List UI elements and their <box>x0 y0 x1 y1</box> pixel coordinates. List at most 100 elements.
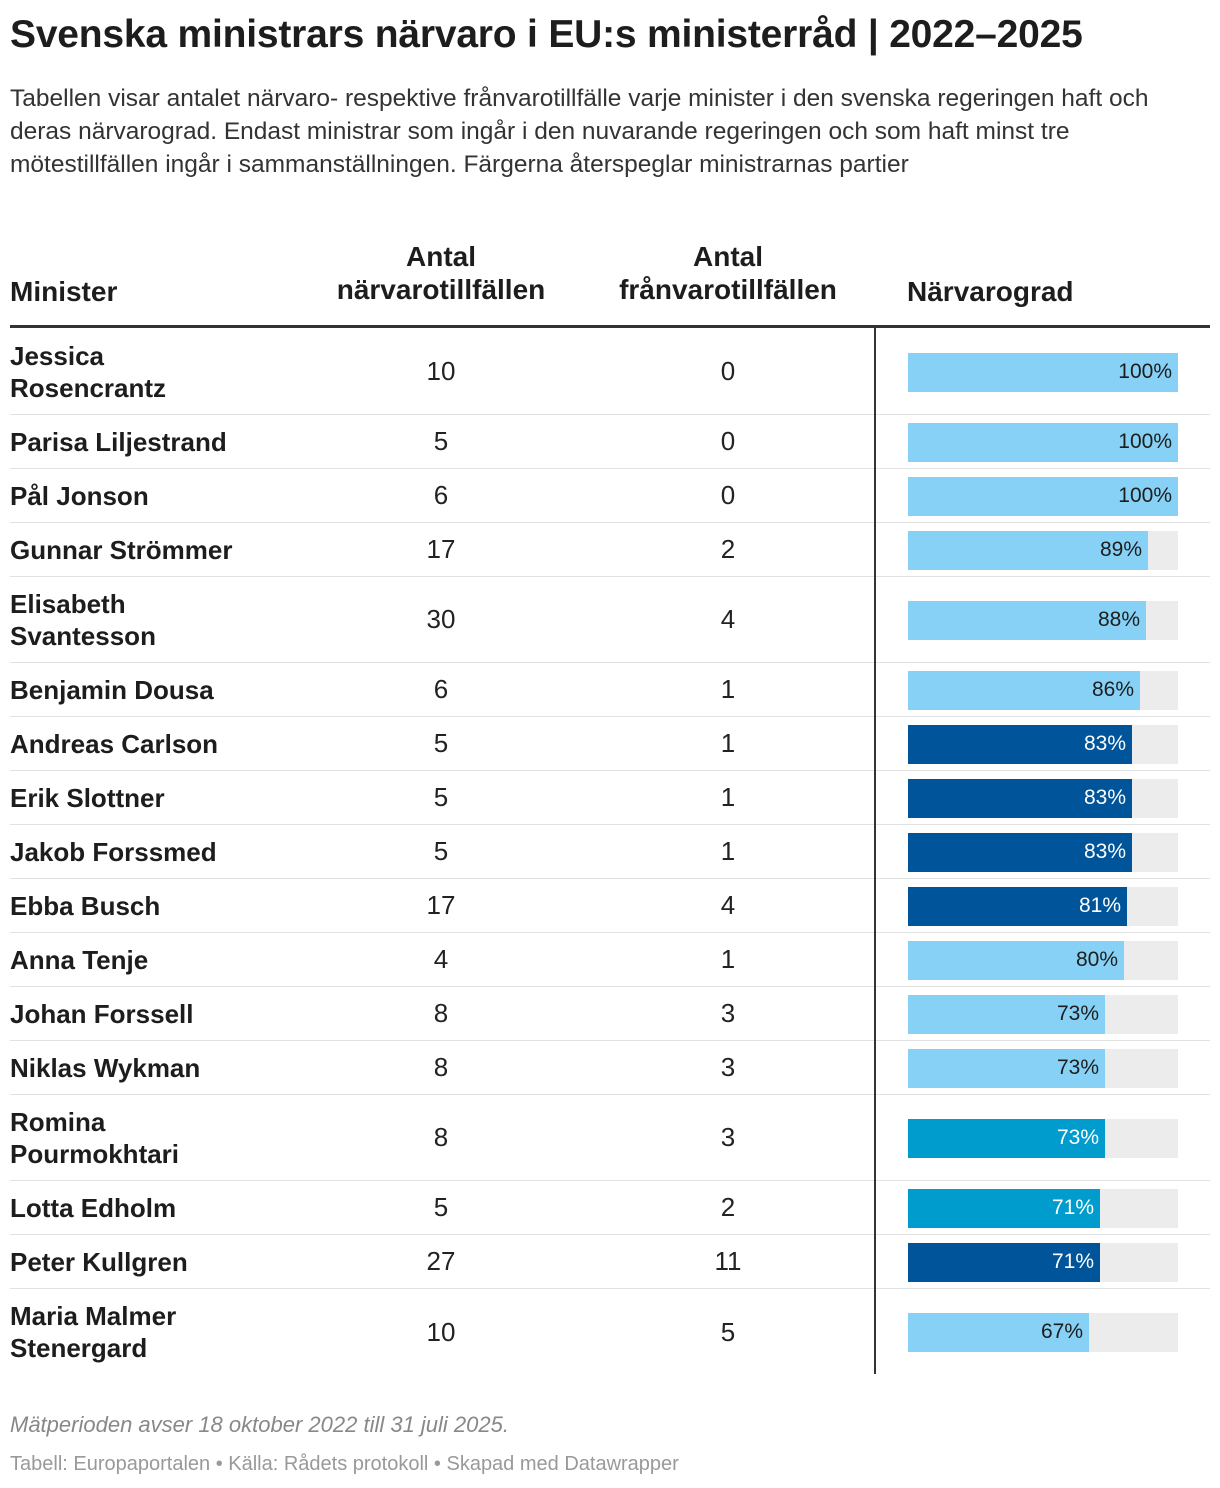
present-count: 5 <box>433 782 449 812</box>
table-row: Benjamin Dousa 6 1 86% <box>10 663 1210 717</box>
rate-label: 67% <box>1040 1320 1083 1343</box>
minister-name-line: Ebba Busch <box>10 890 161 921</box>
minister-name: Johan Forssell <box>10 987 300 1040</box>
absent-count: 1 <box>720 944 736 974</box>
rate-bar: 81% <box>908 886 1127 926</box>
minister-name-line: Pål Jonson <box>10 480 149 511</box>
minister-name-line: Maria Malmer <box>10 1301 177 1331</box>
rate-label: 71% <box>1051 1196 1094 1219</box>
present-count: 17 <box>426 534 456 564</box>
minister-name-line: Jakob Forssmed <box>10 836 217 867</box>
rate-label: 89% <box>1099 538 1142 561</box>
rate-label: 100% <box>1118 360 1172 383</box>
rate-label: 88% <box>1097 608 1140 631</box>
present-count: 6 <box>433 674 449 704</box>
rate-label: 83% <box>1083 840 1126 863</box>
absent-count: 4 <box>720 604 736 634</box>
minister-name: Andreas Carlson <box>10 717 300 770</box>
present-count: 5 <box>433 426 449 456</box>
rate-label: 83% <box>1083 786 1126 809</box>
column-divider <box>874 328 876 1374</box>
rate-label: 73% <box>1056 1056 1099 1079</box>
minister-name-line: Romina <box>10 1106 106 1137</box>
rate-label: 100% <box>1118 484 1172 507</box>
minister-name: Benjamin Dousa <box>10 663 300 716</box>
header-line: Minister <box>10 276 118 307</box>
rate-bar-track: 81% <box>908 886 1178 926</box>
rate-bar: 71% <box>908 1242 1100 1282</box>
header-line: Närvarograd <box>907 276 1074 307</box>
rate-bar-track: 71% <box>908 1188 1178 1228</box>
rate-bar-track: 86% <box>908 670 1178 710</box>
table-row: Ebba Busch 17 4 81% <box>10 879 1210 933</box>
minister-name: Jessica Rosencrantz <box>10 329 300 414</box>
minister-name-line: Niklas Wykman <box>10 1052 201 1083</box>
absent-count: 1 <box>720 674 736 704</box>
rate-bar-track: 83% <box>908 778 1178 818</box>
minister-name: Anna Tenje <box>10 933 300 986</box>
minister-name: Peter Kullgren <box>10 1235 300 1288</box>
absent-count: 3 <box>720 1122 736 1152</box>
rate-bar-track: 100% <box>908 352 1178 392</box>
rate-bar: 80% <box>908 940 1124 980</box>
minister-name: Gunnar Strömmer <box>10 523 300 576</box>
absent-count: 4 <box>720 890 736 920</box>
minister-name-line: Anna Tenje <box>10 944 149 975</box>
chart-title: Svenska ministrars närvaro i EU:s minist… <box>10 13 1083 56</box>
minister-name: Romina Pourmokhtari <box>10 1095 300 1180</box>
minister-name: Pål Jonson <box>10 469 300 522</box>
absent-count: 1 <box>720 728 736 758</box>
header-line: närvarotillfällen <box>336 274 546 305</box>
table-row: Andreas Carlson 5 1 83% <box>10 717 1210 771</box>
minister-name-line: Pourmokhtari <box>10 1138 180 1169</box>
absent-count: 3 <box>720 998 736 1028</box>
absent-count: 11 <box>714 1246 742 1276</box>
present-count: 8 <box>433 998 449 1028</box>
rate-bar-track: 83% <box>908 832 1178 872</box>
rate-label: 80% <box>1075 948 1118 971</box>
present-count: 8 <box>433 1052 449 1082</box>
absent-count: 0 <box>720 480 736 510</box>
minister-name: Erik Slottner <box>10 771 300 824</box>
minister-name-line: Andreas Carlson <box>10 728 219 759</box>
rate-label: 73% <box>1056 1126 1099 1149</box>
absent-count: 2 <box>720 534 736 564</box>
rate-label: 86% <box>1091 678 1134 701</box>
absent-count: 3 <box>720 1052 736 1082</box>
rate-bar-track: 100% <box>908 476 1178 516</box>
minister-name: Lotta Edholm <box>10 1181 300 1234</box>
present-count: 10 <box>426 1316 456 1347</box>
header-divider <box>10 325 1210 328</box>
column-header-rate: Närvarograd <box>907 275 1074 308</box>
rate-bar: 86% <box>908 670 1140 710</box>
minister-name-line: Peter Kullgren <box>10 1246 188 1277</box>
minister-name-line: Benjamin Dousa <box>10 674 214 705</box>
rate-bar: 71% <box>908 1188 1100 1228</box>
present-count: 5 <box>433 728 449 758</box>
rate-bar: 89% <box>908 530 1148 570</box>
rate-bar-track: 80% <box>908 940 1178 980</box>
absent-count: 5 <box>720 1316 736 1347</box>
rate-label: 83% <box>1083 732 1126 755</box>
rate-bar-track: 67% <box>908 1312 1178 1352</box>
minister-name-line: Stenergard <box>10 1333 148 1363</box>
minister-name: Elisabeth Svantesson <box>10 577 300 662</box>
present-count: 4 <box>433 944 449 974</box>
minister-name: Niklas Wykman <box>10 1041 300 1094</box>
table-row: Maria Malmer Stenergard 10 5 67% <box>10 1289 1210 1375</box>
rate-bar: 73% <box>908 994 1105 1034</box>
minister-name-line: Lotta Edholm <box>10 1192 177 1223</box>
rate-label: 71% <box>1051 1250 1094 1273</box>
rate-bar: 73% <box>908 1048 1105 1088</box>
header-line: frånvarotillfällen <box>619 274 837 305</box>
table-row: Jessica Rosencrantz 10 0 100% <box>10 329 1210 415</box>
rate-bar-track: 89% <box>908 530 1178 570</box>
minister-name-line: Svantesson <box>10 620 156 651</box>
table-row: Niklas Wykman 8 3 73% <box>10 1041 1210 1095</box>
minister-name: Ebba Busch <box>10 879 300 932</box>
rate-bar-track: 71% <box>908 1242 1178 1282</box>
column-header-minister: Minister <box>10 275 117 308</box>
minister-name-line: Erik Slottner <box>10 782 165 813</box>
minister-name-line: Gunnar Strömmer <box>10 534 233 565</box>
present-count: 5 <box>433 1192 449 1222</box>
